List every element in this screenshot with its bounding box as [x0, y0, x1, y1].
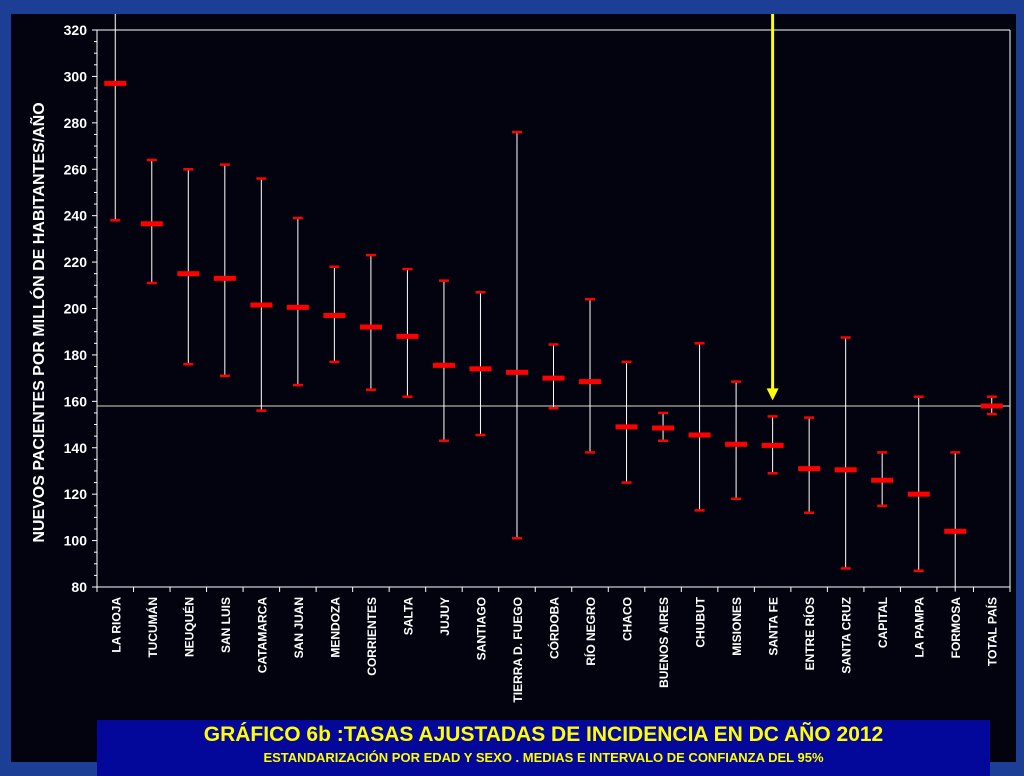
- category-label: RÍO NEGRO: [583, 597, 598, 666]
- category-label: SAN JUAN: [292, 597, 306, 658]
- category-label: FORMOSA: [949, 597, 963, 659]
- mean-marker: [432, 362, 455, 368]
- category-label: CÓRDOBA: [547, 597, 562, 659]
- y-tick-label: 80: [71, 579, 87, 595]
- chart-caption-subtitle: ESTANDARIZACIÓN POR EDAD Y SEXO . MEDIAS…: [263, 750, 824, 765]
- highlight-arrow-head: [766, 388, 779, 401]
- mean-marker: [980, 403, 1003, 409]
- mean-marker: [323, 312, 346, 318]
- mean-marker: [871, 477, 894, 483]
- mean-marker: [140, 221, 163, 227]
- y-tick-label: 220: [64, 254, 88, 270]
- incidence-chart: NUEVOS PACIENTES POR MILLÓN DE HABITANTE…: [28, 14, 1011, 703]
- category-label: LA PAMPA: [913, 597, 927, 658]
- error-bars: [104, 14, 1003, 592]
- category-label: ENTRE RÍOS: [802, 597, 817, 670]
- y-tick-label: 160: [64, 393, 88, 409]
- category-label: BUENOS AIRES: [657, 597, 671, 688]
- category-label: CATAMARCA: [255, 597, 269, 674]
- y-tick-label: 180: [64, 347, 88, 363]
- y-tick-labels: 80 100 120 140 160 180 200 220 240 260 280 300 320: [64, 22, 88, 595]
- y-tick-label: 240: [64, 208, 88, 224]
- category-label: SANTA CRUZ: [840, 597, 854, 674]
- y-tick-label: 140: [64, 440, 88, 456]
- category-label: CORRIENTES: [365, 597, 379, 676]
- category-label: JUJUY: [438, 597, 452, 636]
- mean-marker: [286, 304, 309, 310]
- y-tick-label: 300: [64, 68, 88, 84]
- category-label: TOTAL PAÍS: [985, 597, 1000, 666]
- mean-marker: [725, 441, 748, 447]
- y-tick-label: 320: [64, 22, 88, 38]
- mean-marker: [469, 366, 492, 372]
- category-label: NEUQUÉN: [181, 597, 196, 657]
- category-label: SANTIAGO: [474, 597, 488, 660]
- mean-marker: [213, 275, 236, 281]
- category-labels: LA RIOJA TUCUMÁN NEUQUÉN SAN LUIS CATAMARCA S…: [109, 596, 999, 702]
- y-tick-label: 100: [64, 533, 88, 549]
- mean-marker: [688, 432, 711, 438]
- mean-marker: [761, 442, 784, 448]
- category-label: TIERRA D. FUEGO: [511, 597, 525, 703]
- mean-marker: [652, 425, 675, 431]
- y-tick-label: 280: [64, 115, 88, 131]
- mean-marker: [505, 369, 528, 375]
- mean-marker: [250, 302, 273, 308]
- category-label: MENDOZA: [328, 597, 342, 658]
- category-label: CHACO: [621, 597, 635, 641]
- category-label: SANTA FE: [767, 597, 781, 656]
- mean-marker: [907, 491, 930, 497]
- highlight-arrow-group: [766, 14, 779, 401]
- y-tick-label: 120: [64, 486, 88, 502]
- category-label: LA RIOJA: [109, 597, 123, 653]
- slide: NUEVOS PACIENTES POR MILLÓN DE HABITANTE…: [11, 14, 1016, 776]
- y-axis-title-group: NUEVOS PACIENTES POR MILLÓN DE HABITANTE…: [28, 102, 48, 542]
- category-label: SAN LUIS: [219, 597, 233, 653]
- mean-marker: [542, 375, 565, 381]
- mean-marker: [834, 467, 857, 473]
- y-tick-label: 260: [64, 161, 88, 177]
- mean-marker: [579, 379, 602, 385]
- mean-marker: [177, 271, 200, 277]
- caption-box: GRÁFICO 6b :TASAS AJUSTADAS DE INCIDENCI…: [97, 720, 990, 776]
- category-label: SALTA: [401, 597, 415, 636]
- category-label: TUCUMÁN: [145, 597, 160, 658]
- mean-marker: [104, 80, 127, 86]
- y-axis-title: NUEVOS PACIENTES POR MILLÓN DE HABITANTE…: [28, 102, 48, 542]
- mean-marker: [798, 466, 821, 472]
- mean-marker: [359, 324, 382, 330]
- axes: [92, 29, 1011, 592]
- y-tick-label: 200: [64, 301, 88, 317]
- category-label: MISIONES: [730, 597, 744, 656]
- chart-caption-title: GRÁFICO 6b :TASAS AJUSTADAS DE INCIDENCI…: [203, 723, 884, 746]
- category-label: CAPITAL: [876, 597, 890, 648]
- mean-marker: [944, 528, 967, 534]
- category-label: CHUBUT: [694, 596, 708, 647]
- mean-marker: [615, 424, 638, 430]
- mean-marker: [396, 333, 419, 339]
